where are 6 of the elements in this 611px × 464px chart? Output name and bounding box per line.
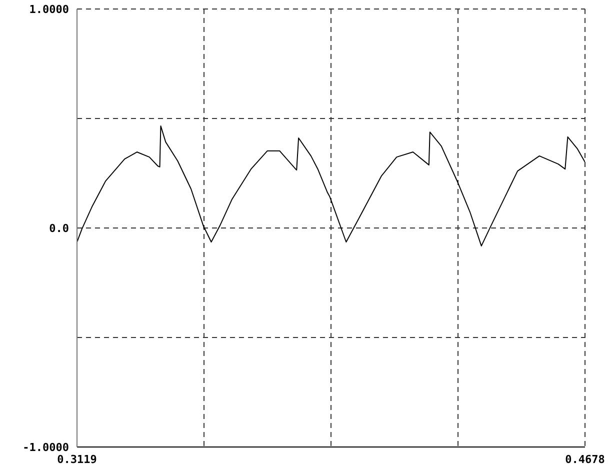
x-tick-label: 0.3119: [57, 452, 97, 464]
y-tick-label: -1.0000: [22, 440, 69, 454]
y-tick-label: 1.0000: [29, 2, 69, 16]
x-tick-label: 0.4678: [565, 452, 605, 464]
line-series: [77, 125, 585, 246]
y-tick-label: 0.0: [49, 222, 69, 235]
